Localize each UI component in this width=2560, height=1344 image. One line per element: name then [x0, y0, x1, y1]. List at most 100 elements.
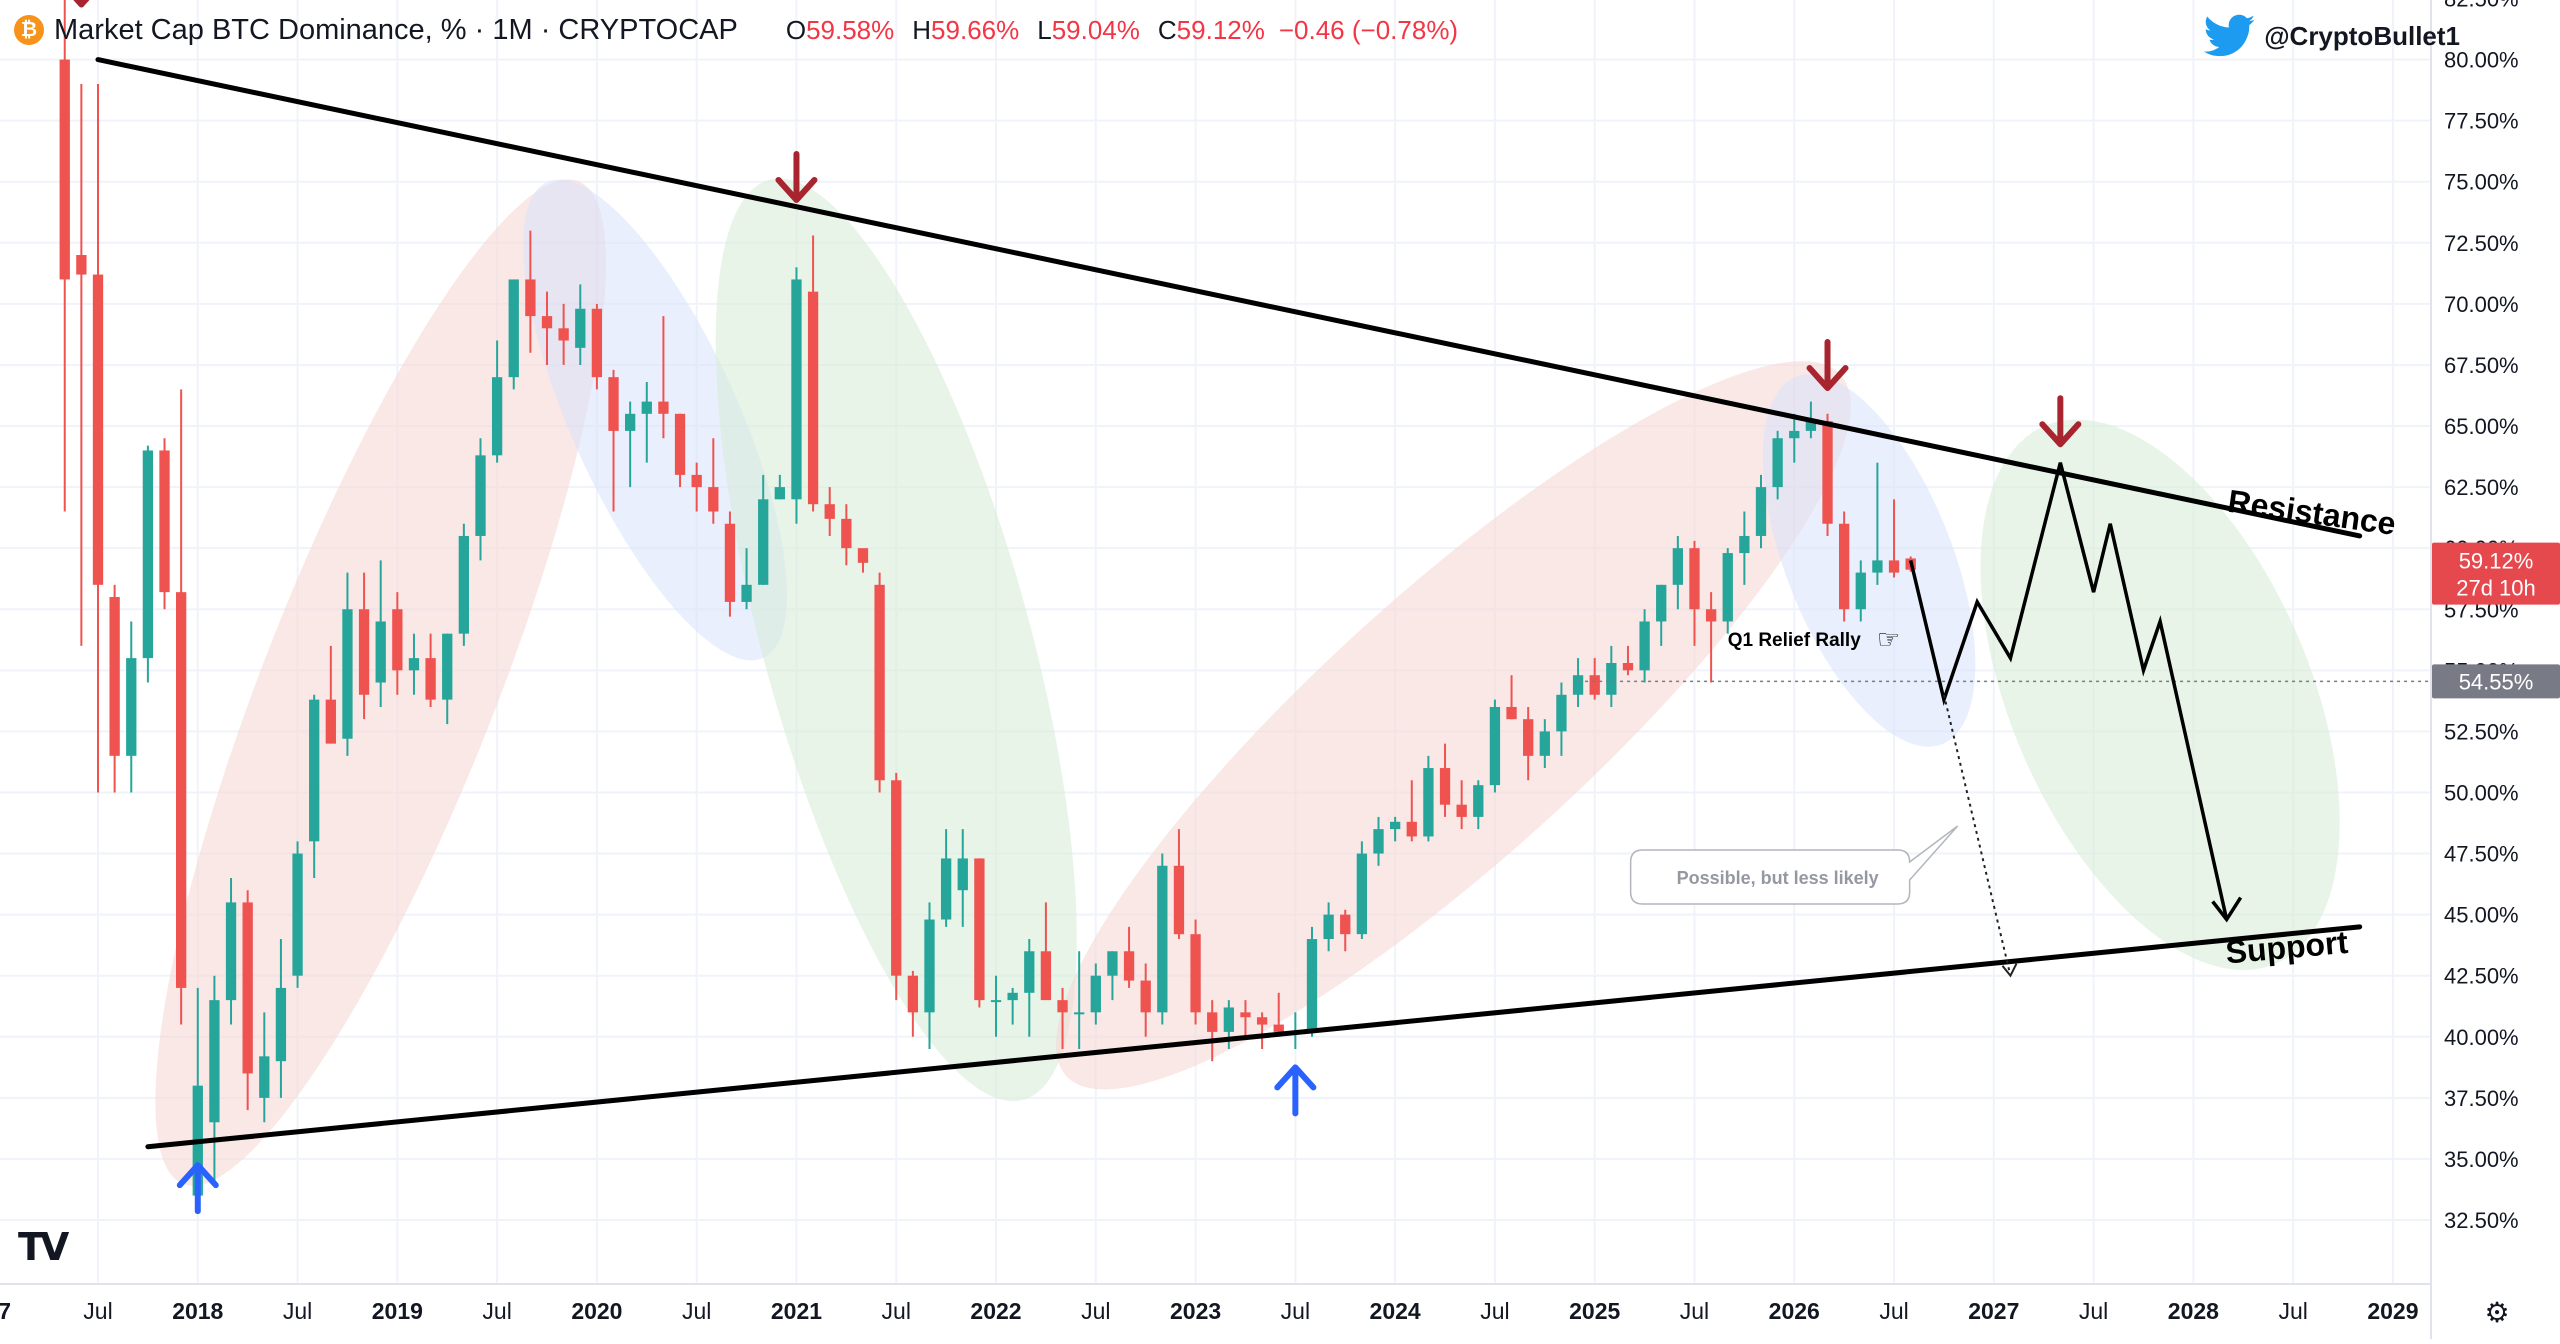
candle-body	[591, 308, 603, 378]
candle-body	[1389, 821, 1401, 830]
candle-body	[558, 328, 569, 341]
candle-body	[924, 919, 935, 1013]
candle-body	[76, 255, 87, 275]
bitcoin-icon[interactable]: ₿	[14, 15, 44, 45]
candle-body	[940, 858, 952, 920]
candle-body	[1024, 951, 1035, 993]
candle-body	[1672, 548, 1684, 585]
candle-body	[791, 279, 802, 500]
projection-path	[1908, 462, 2229, 920]
candle-body	[774, 487, 785, 500]
candle-body	[209, 1000, 220, 1123]
candle-body	[142, 450, 154, 659]
candle-body	[708, 487, 719, 512]
y-tick-label: 82.50%	[2444, 0, 2519, 12]
high-value: 59.66%	[931, 14, 1020, 45]
candle-body	[275, 987, 287, 1062]
y-tick-label: 75.00%	[2444, 170, 2519, 195]
candle-body	[1340, 914, 1351, 935]
candle-body	[92, 274, 104, 585]
candle-body	[375, 621, 386, 683]
candle-body	[891, 780, 902, 976]
candle-body	[1240, 1012, 1251, 1018]
candle-body	[259, 1056, 270, 1098]
trend-ellipse	[1980, 419, 2340, 971]
candle-body	[1323, 914, 1334, 940]
x-tick-label: Jul	[83, 1298, 112, 1324]
y-tick-label: 50.00%	[2444, 780, 2519, 805]
trend-ellipse	[523, 179, 787, 661]
x-tick-label: Jul	[2278, 1298, 2307, 1324]
candle-body	[1838, 523, 1850, 610]
y-tick-label: 80.00%	[2444, 48, 2519, 73]
candle-body	[126, 658, 137, 756]
y-tick-label: 47.50%	[2444, 842, 2519, 867]
candle-body	[1173, 865, 1185, 935]
y-tick-label: 62.50%	[2444, 475, 2519, 500]
candle-body	[109, 597, 120, 756]
resistance-label: Resistance	[2226, 483, 2398, 542]
candle-body	[1606, 662, 1617, 695]
callout-bubble	[1629, 825, 1959, 905]
twitter-bird-icon	[2204, 14, 2256, 57]
current-price-label-bg	[2432, 542, 2560, 605]
open-label: O	[785, 14, 807, 45]
candle-body	[1473, 785, 1484, 817]
candle-body	[758, 499, 769, 585]
candle-body	[309, 699, 320, 842]
y-tick-label: 72.50%	[2444, 231, 2519, 256]
candle-body	[1123, 951, 1135, 981]
close-label: C	[1157, 14, 1177, 45]
candle-body	[59, 59, 70, 280]
pointing-hand-icon: ☞	[1877, 625, 1900, 655]
candle-body	[1739, 535, 1750, 554]
candle-body	[1722, 553, 1733, 622]
symbol-title[interactable]: Market Cap BTC Dominance, % · 1M · CRYPT…	[54, 13, 738, 46]
x-tick-label: 2018	[172, 1298, 223, 1324]
alt-scenario-label: Possible, but less likely	[1677, 868, 1879, 888]
candle-body	[1589, 675, 1600, 695]
candle-body	[392, 609, 403, 671]
candle-body	[342, 609, 353, 739]
candle-body	[1822, 421, 1833, 524]
y-tick-label: 45.00%	[2444, 903, 2519, 928]
candles	[59, 0, 1916, 1196]
candle-body	[1556, 694, 1567, 732]
candle-body	[841, 518, 852, 549]
candle-body	[325, 699, 336, 744]
trendline-resistance	[95, 57, 2363, 539]
x-tick-label: Jul	[882, 1298, 911, 1324]
candle-body	[1572, 675, 1584, 695]
candle-body	[1439, 768, 1451, 805]
candle-body	[1888, 560, 1900, 573]
candle-body	[525, 279, 536, 317]
author-handle[interactable]: @CryptoBullet1	[2204, 14, 2460, 58]
alt-projection-arrowhead	[2001, 963, 2018, 978]
resistance-touch-arrow-icon	[775, 150, 818, 203]
candle-body	[1855, 572, 1866, 610]
candle-body	[625, 413, 636, 431]
x-tick-label: 2025	[1569, 1298, 1620, 1324]
candle-body	[1040, 951, 1052, 1001]
tradingview-logo-icon[interactable]: TV	[18, 1225, 69, 1269]
candle-body	[425, 658, 436, 700]
x-tick-label: 17	[0, 1298, 11, 1324]
resistance-touch-arrow-icon	[1806, 339, 1849, 392]
candle-body	[1090, 975, 1101, 1013]
low-value: 59.04%	[1051, 14, 1140, 45]
support-touch-arrow-icon	[1274, 1064, 1317, 1117]
candle-body	[175, 592, 187, 988]
y-tick-label: 35.00%	[2444, 1147, 2519, 1172]
candle-body	[1423, 768, 1434, 837]
candle-body	[1256, 1017, 1268, 1025]
candle-body	[1057, 1000, 1068, 1013]
settings-icon[interactable]: ⚙	[2484, 1296, 2510, 1328]
y-tick-label: 42.50%	[2444, 964, 2519, 989]
candle-body	[242, 902, 253, 1074]
candle-body	[1872, 560, 1883, 573]
candle-body	[1207, 1012, 1218, 1032]
